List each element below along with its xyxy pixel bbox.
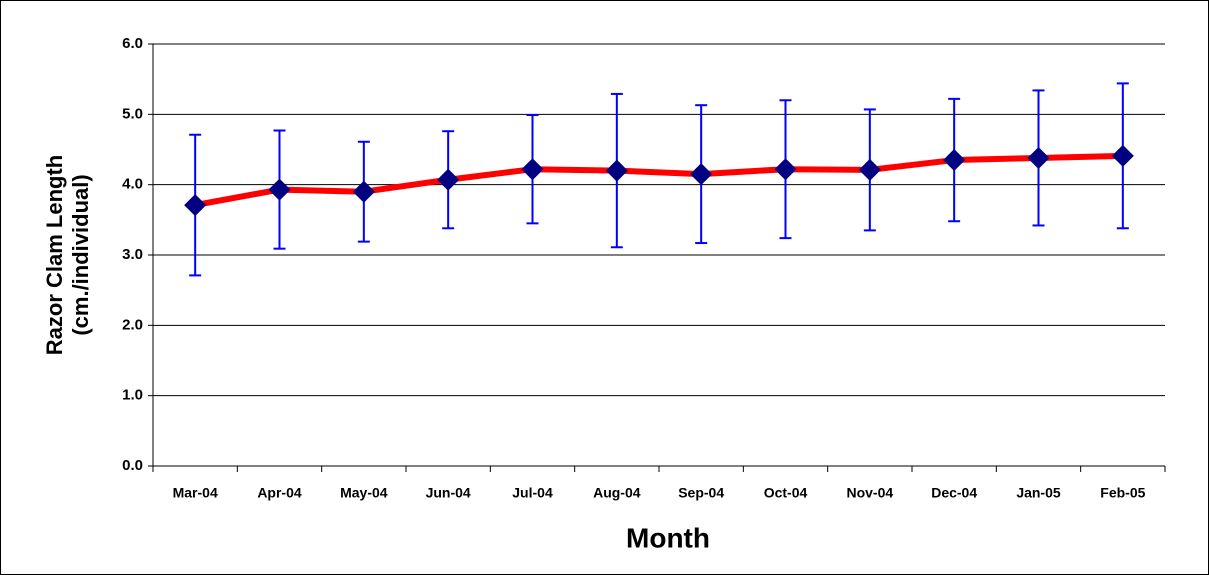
x-tick-label: Nov-04 xyxy=(846,485,893,501)
y-tick-label: 4.0 xyxy=(122,176,143,193)
x-tick-label: Feb-05 xyxy=(1100,485,1145,501)
x-tick-label: Aug-04 xyxy=(593,485,641,501)
x-axis-title: Month xyxy=(626,522,710,553)
y-tick-label: 0.0 xyxy=(122,457,143,474)
marker xyxy=(184,194,207,217)
marker xyxy=(605,159,628,182)
marker xyxy=(437,168,460,191)
x-tick-label: Sep-04 xyxy=(678,485,724,501)
marker xyxy=(521,158,544,181)
x-tick-label: Jul-04 xyxy=(512,485,553,501)
x-tick-label: Mar-04 xyxy=(173,485,218,501)
x-tick-label: Dec-04 xyxy=(931,485,977,501)
x-tick-label: Oct-04 xyxy=(764,485,808,501)
marker xyxy=(268,178,291,201)
marker xyxy=(352,180,375,203)
data-line xyxy=(194,152,1123,209)
x-tick-label: Jun-04 xyxy=(426,485,471,501)
marker xyxy=(774,158,797,181)
y-tick-label: 3.0 xyxy=(122,246,143,263)
y-tick-label: 6.0 xyxy=(122,35,143,52)
x-tick-label: Apr-04 xyxy=(257,485,302,501)
marker xyxy=(1027,146,1050,169)
y-tick-label: 1.0 xyxy=(122,387,143,404)
x-tick-label: May-04 xyxy=(340,485,388,501)
y-tick-label: 5.0 xyxy=(122,105,143,122)
y-axis-title-line: Razor Clam Length xyxy=(42,155,67,355)
x-tick-label: Jan-05 xyxy=(1016,485,1061,501)
y-axis-title-line: (cm./individual) xyxy=(68,174,93,335)
y-tick-label: 2.0 xyxy=(122,316,143,333)
marker xyxy=(1111,144,1134,167)
marker xyxy=(943,149,966,172)
y-axis-title: Razor Clam Length (cm./individual) xyxy=(42,155,93,355)
marker xyxy=(858,158,881,181)
marker xyxy=(690,163,713,186)
